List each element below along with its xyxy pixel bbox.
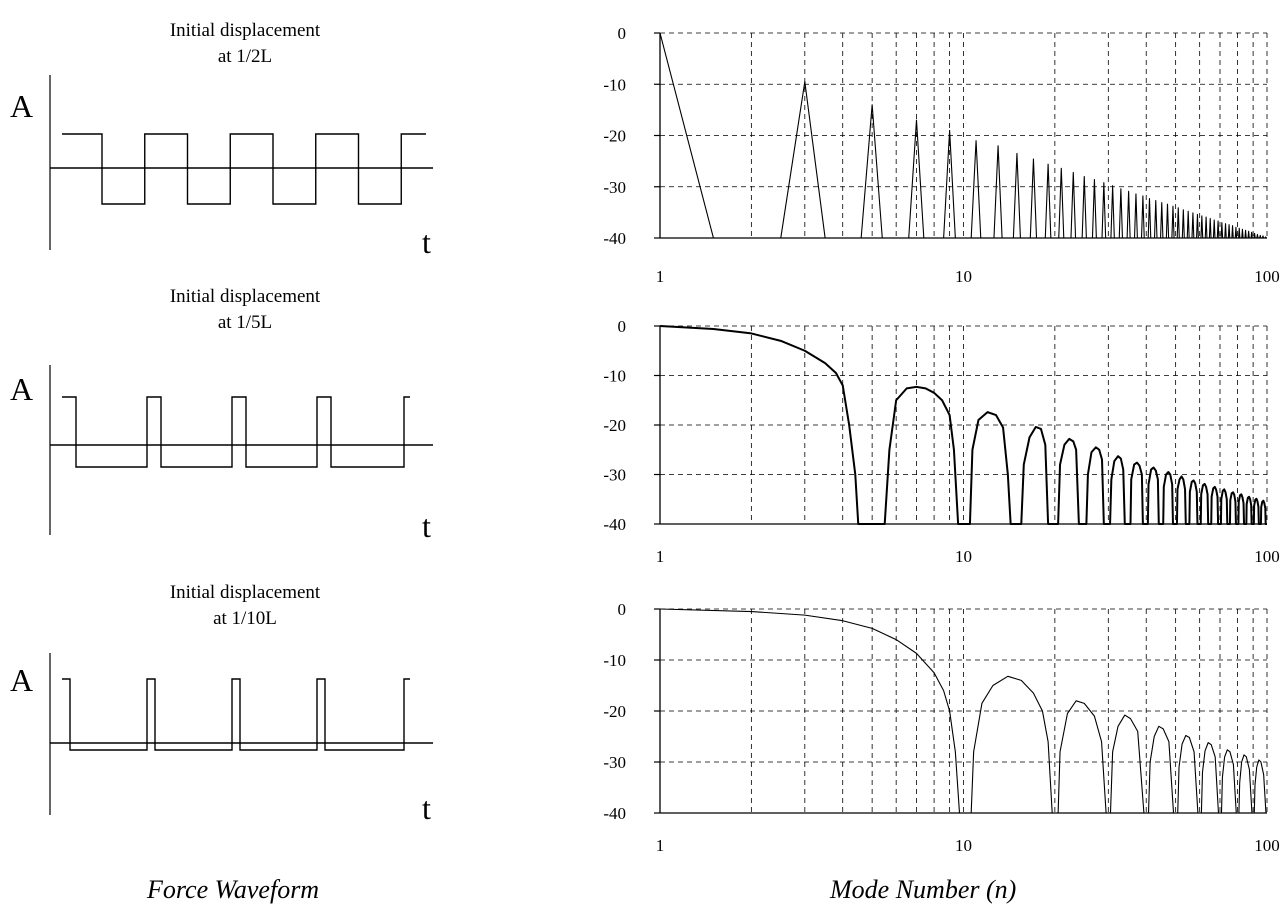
y-tick-label: -10 [603, 75, 626, 94]
y-tick-label: -40 [603, 229, 626, 248]
spectrum-1-series-line [659, 32, 1267, 239]
waveform-2-title: Initial displacement at 1/5L [95, 284, 395, 336]
x-tick-label: 10 [955, 836, 972, 855]
waveform-2-title-line1: Initial displacement [169, 286, 321, 307]
x-tick-label: 100 [1254, 836, 1280, 855]
x-tick-label: 1 [656, 547, 665, 566]
y-tick-label: -20 [603, 127, 626, 146]
y-tick-label: -20 [603, 416, 626, 435]
waveform-3-title-line1: Initial displacement [169, 582, 321, 603]
waveform-1-title-line2: at 1/2L [217, 46, 273, 67]
y-tick-label: 0 [618, 317, 627, 336]
waveform-1-amplitude-label: A [10, 88, 34, 124]
y-tick-label: -30 [603, 753, 626, 772]
x-tick-label: 1 [656, 267, 665, 286]
x-tick-label: 100 [1254, 267, 1280, 286]
waveform-2-title-line2: at 1/5L [217, 312, 273, 333]
y-tick-label: -10 [603, 367, 626, 386]
spectrum-chart-2: 0 -10 -20 -30 -40 1 10 100 [603, 317, 1279, 566]
x-tick-label: 1 [656, 836, 665, 855]
waveform-2-pulse-trace [62, 396, 410, 468]
y-tick-label: -40 [603, 804, 626, 823]
y-tick-label: -30 [603, 178, 626, 197]
y-tick-label: -20 [603, 702, 626, 721]
y-tick-label: -40 [603, 515, 626, 534]
waveform-1-title-line1: Initial displacement [169, 20, 321, 41]
left-caption: Force Waveform [147, 875, 320, 904]
waveform-3-title-line2: at 1/10L [213, 608, 277, 629]
waveform-2-time-label: t [422, 508, 431, 544]
spectrum-chart-1: 0 -10 -20 -30 -40 1 10 100 [603, 24, 1279, 286]
y-tick-label: 0 [618, 24, 627, 43]
y-tick-label: 0 [618, 600, 627, 619]
right-caption: Mode Number (n) [830, 875, 1017, 904]
y-tick-label: -10 [603, 651, 626, 670]
x-tick-label: 100 [1254, 547, 1280, 566]
waveform-1-time-label: t [422, 224, 431, 260]
waveform-1-pulse-trace [62, 133, 426, 205]
y-tick-label: -30 [603, 466, 626, 485]
spectrum-chart-3: 0 -10 -20 -30 -40 1 10 100 [603, 600, 1279, 855]
waveform-3-title: Initial displacement at 1/10L [95, 580, 395, 632]
waveform-panels [49, 75, 433, 815]
waveform-3-amplitude-label: A [10, 662, 34, 698]
spectrum-3-series-line [659, 608, 1267, 814]
x-tick-label: 10 [955, 267, 972, 286]
waveform-3-time-label: t [422, 790, 431, 826]
waveform-3-pulse-trace [62, 678, 410, 751]
waveform-1-title: Initial displacement at 1/2L [95, 18, 395, 70]
spectrum-2-series-line [659, 325, 1267, 525]
x-tick-label: 10 [955, 547, 972, 566]
waveform-2-amplitude-label: A [10, 371, 34, 407]
